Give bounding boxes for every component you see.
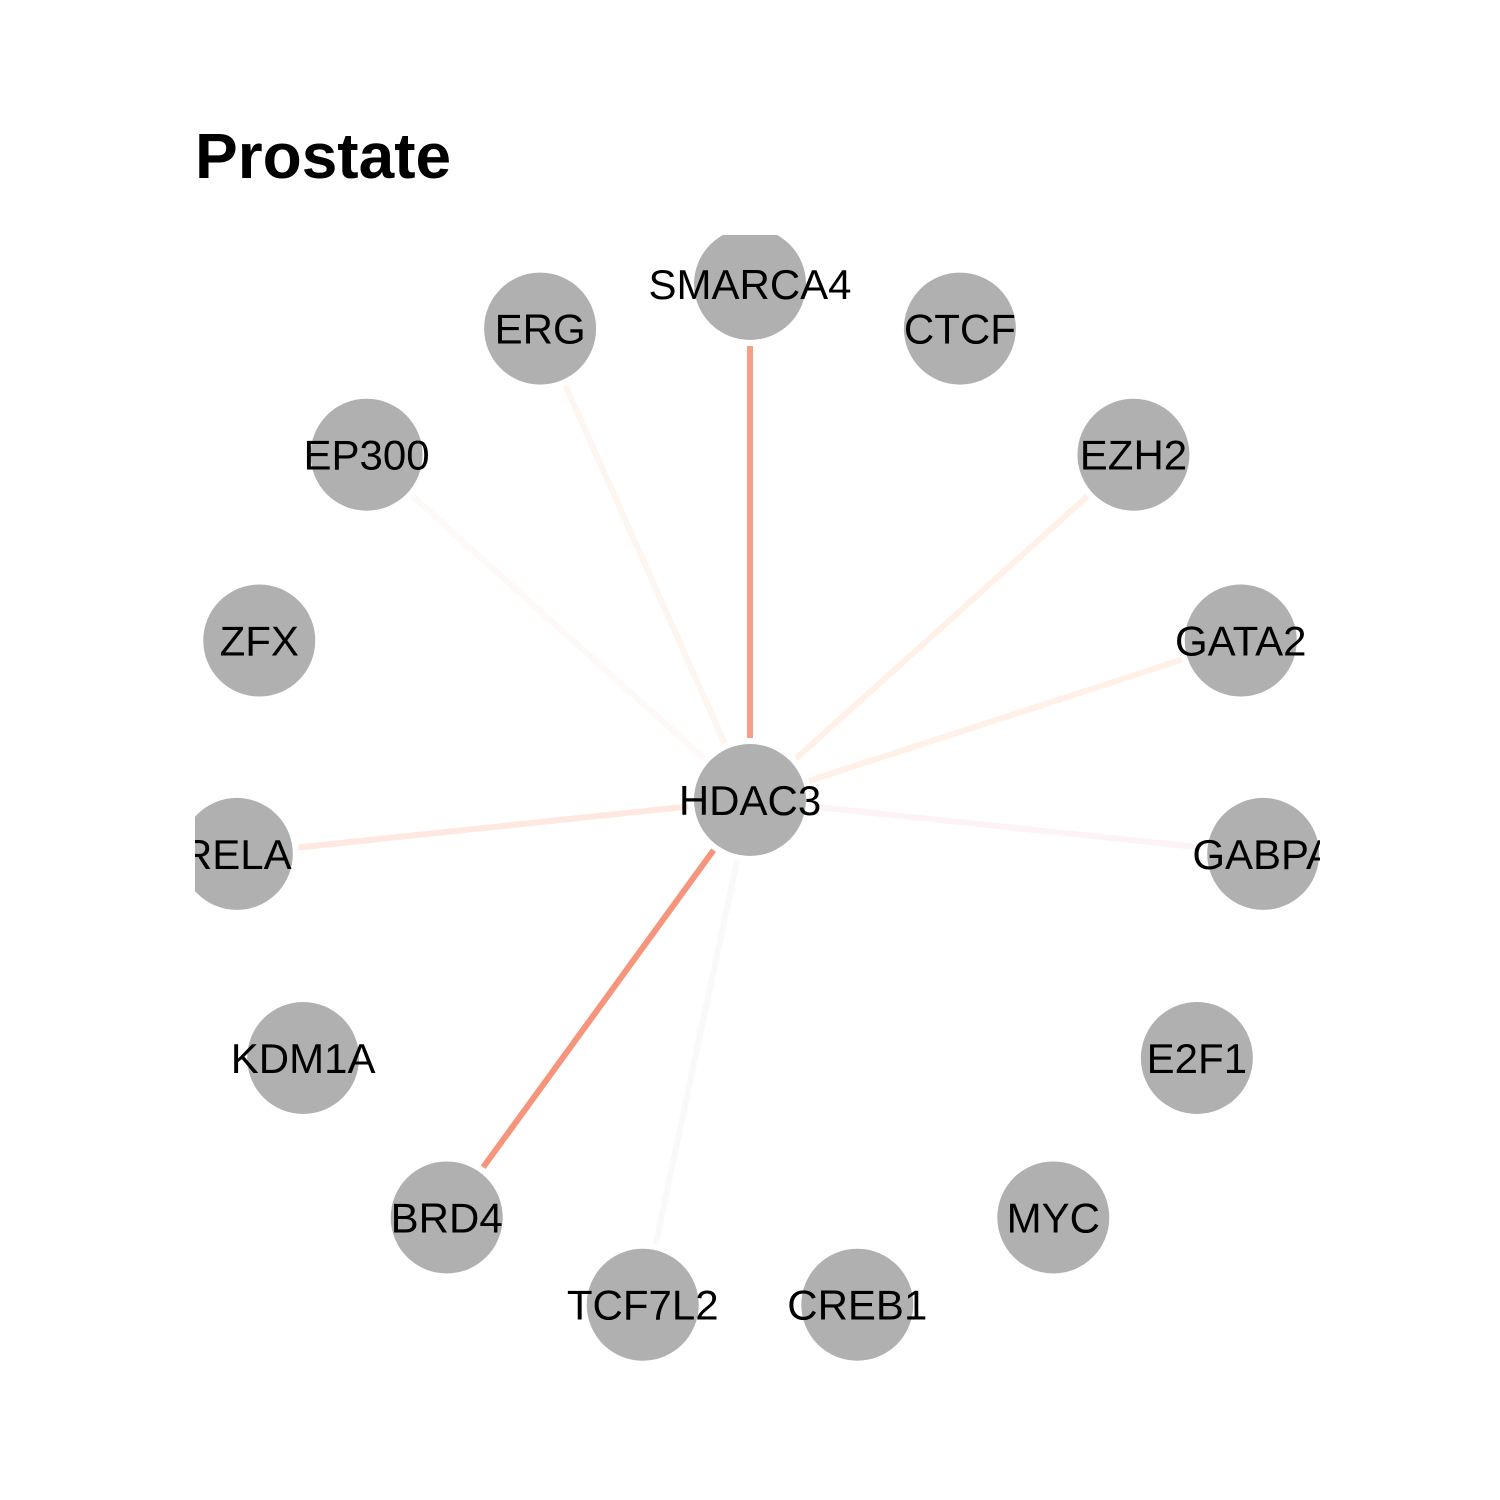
edge-hdac3-gata2 — [809, 660, 1182, 781]
node-erg: ERG — [484, 273, 596, 385]
node-smarca4: SMARCA4 — [648, 228, 851, 340]
node-label: GABPA — [1192, 831, 1334, 878]
node-label: SMARCA4 — [648, 261, 851, 308]
node-label: EP300 — [303, 432, 429, 479]
node-label: ERG — [495, 306, 586, 353]
node-label: HDAC3 — [679, 777, 821, 824]
edge-hdac3-ep300 — [413, 496, 704, 758]
node-ctcf: CTCF — [904, 273, 1016, 385]
node-label: EZH2 — [1080, 432, 1187, 479]
node-gabpa: GABPA — [1192, 798, 1334, 910]
node-label: RELA — [182, 831, 292, 878]
node-label: ZFX — [220, 618, 299, 665]
edge-hdac3-rela — [298, 806, 688, 847]
node-label: CREB1 — [787, 1282, 927, 1329]
edge-hdac3-erg — [565, 385, 724, 743]
node-brd4: BRD4 — [391, 1161, 503, 1273]
node-ezh2: EZH2 — [1077, 399, 1189, 511]
node-label: E2F1 — [1147, 1035, 1247, 1082]
node-ep300: EP300 — [303, 399, 429, 511]
edge-hdac3-gabpa — [812, 806, 1202, 847]
nodes-layer: HDAC3 SMARCA4 CTCF EZH2 GATA2 GABPA E2F1 MYC CRE… — [181, 228, 1334, 1361]
node-myc: MYC — [997, 1161, 1109, 1273]
node-label: MYC — [1007, 1194, 1100, 1241]
node-zfx: ZFX — [203, 585, 315, 697]
node-label: KDM1A — [231, 1035, 376, 1082]
node-tcf7l2: TCF7L2 — [567, 1249, 719, 1361]
node-gata2: GATA2 — [1175, 585, 1306, 697]
node-e2f1: E2F1 — [1141, 1002, 1253, 1114]
node-label: GATA2 — [1175, 618, 1306, 665]
node-hdac3: HDAC3 — [679, 744, 821, 856]
edge-hdac3-ezh2 — [796, 496, 1087, 758]
node-kdm1a: KDM1A — [231, 1002, 376, 1114]
node-label: TCF7L2 — [567, 1282, 719, 1329]
node-rela: RELA — [181, 798, 293, 910]
node-label: CTCF — [904, 306, 1016, 353]
node-creb1: CREB1 — [787, 1249, 927, 1361]
diagram-title: Prostate — [195, 120, 451, 192]
node-label: BRD4 — [391, 1194, 503, 1241]
